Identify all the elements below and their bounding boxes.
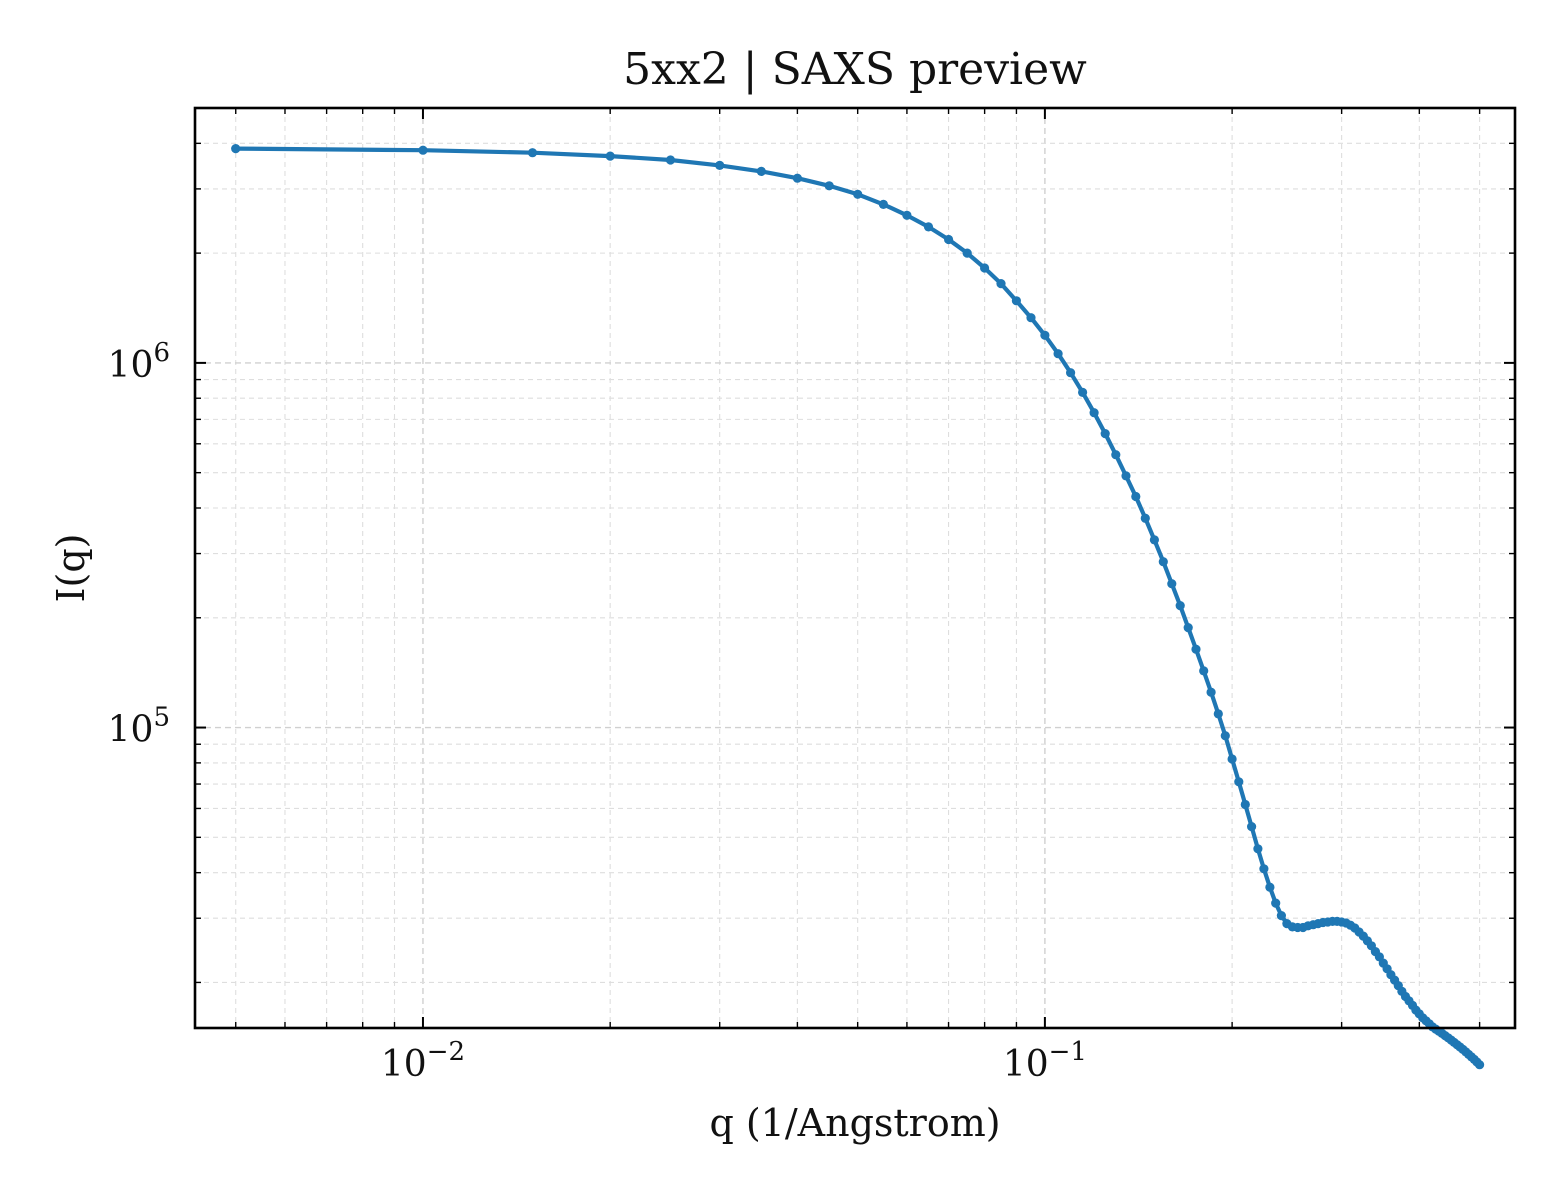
- data-point: [944, 234, 954, 245]
- data-point: [1475, 1060, 1485, 1070]
- data-point: [1276, 911, 1286, 921]
- data-point: [923, 222, 934, 232]
- x-tick-label: 10−1: [1003, 1037, 1087, 1085]
- data-point: [527, 148, 538, 158]
- data-point: [1183, 623, 1193, 633]
- data-point: [1265, 882, 1275, 892]
- y-tick-label: 106: [108, 338, 170, 386]
- data-point: [980, 263, 990, 273]
- grid: [195, 107, 1515, 1028]
- data-point: [878, 199, 889, 209]
- data-point: [824, 181, 834, 191]
- data-point: [1191, 644, 1201, 654]
- data-point: [231, 144, 241, 154]
- data-point: [1167, 579, 1177, 589]
- data-point: [1121, 471, 1131, 481]
- data-point: [1227, 754, 1237, 764]
- data-point: [902, 210, 912, 220]
- data-point: [1247, 822, 1257, 832]
- y-axis-label: I(q): [49, 534, 93, 603]
- data-point: [996, 279, 1006, 289]
- data-point: [1158, 557, 1168, 567]
- data-point: [1253, 844, 1263, 854]
- data-point: [1234, 777, 1244, 787]
- x-axis-label: q (1/Angstrom): [709, 1101, 1000, 1145]
- plot-frame: [193, 106, 1517, 1030]
- data-point: [1100, 429, 1110, 439]
- data-point: [1111, 450, 1121, 460]
- data-point: [1040, 330, 1050, 340]
- data-point: [1199, 666, 1209, 676]
- data-point: [1078, 387, 1088, 397]
- data-point: [1131, 491, 1141, 502]
- data-point: [1175, 601, 1185, 611]
- data-point: [605, 151, 615, 161]
- data-point: [1259, 864, 1269, 874]
- data-point: [665, 155, 676, 165]
- data-point: [1011, 296, 1022, 306]
- data-point: [1026, 313, 1036, 323]
- data-point: [715, 160, 725, 170]
- data-point: [418, 145, 428, 155]
- data-point: [1140, 513, 1150, 523]
- data-point: [1206, 687, 1216, 697]
- ticks: [195, 107, 1515, 1028]
- data-point: [1240, 799, 1250, 810]
- y-tick-label: 105: [108, 703, 170, 751]
- data-point: [792, 173, 803, 183]
- data-point: [1089, 408, 1099, 418]
- data-point: [1149, 535, 1159, 545]
- data-point: [1066, 368, 1076, 378]
- x-tick-label: 10−2: [381, 1037, 465, 1085]
- data-point: [1053, 349, 1063, 359]
- data-point: [1213, 709, 1223, 719]
- data-point: [1271, 898, 1281, 908]
- series-layer: [231, 144, 1485, 1070]
- chart-title: 5xx2 | SAXS preview: [623, 44, 1087, 95]
- data-point: [756, 166, 766, 176]
- data-point: [962, 248, 972, 258]
- data-point: [1220, 731, 1230, 741]
- tick-labels: 10−2 10−1 105 106: [108, 338, 1087, 1085]
- data-point: [853, 189, 863, 199]
